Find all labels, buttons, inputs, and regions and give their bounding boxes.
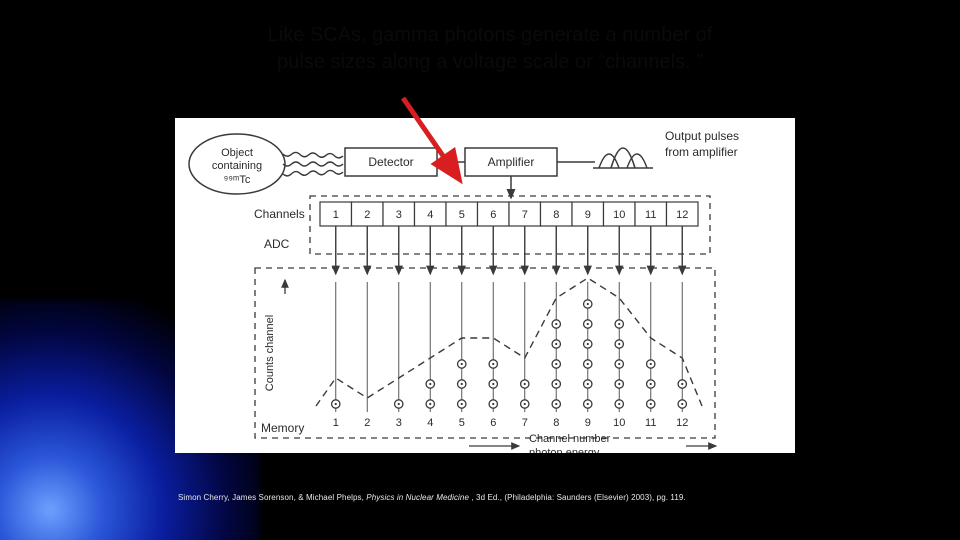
title-line-2: pulse sizes along a voltage scale or “ch… (170, 49, 810, 76)
svg-text:Channels: Channels (254, 207, 305, 221)
svg-text:5: 5 (459, 209, 465, 221)
svg-text:6: 6 (490, 209, 496, 221)
svg-text:ADC: ADC (264, 237, 290, 251)
svg-text:containing: containing (212, 160, 262, 172)
diagram-figure: Objectcontaining ⁹⁹ᵐTc Detector Amplifier Ou… (175, 118, 795, 453)
svg-text:10: 10 (613, 417, 625, 429)
svg-text:6: 6 (490, 417, 496, 429)
svg-text:Amplifier: Amplifier (488, 155, 535, 169)
svg-text:4: 4 (427, 209, 433, 221)
svg-text:1: 1 (333, 209, 339, 221)
citation-authors: Simon Cherry, James Sorenson, & Michael … (178, 493, 364, 502)
slide-title: Like SCAs, gamma photons generate a numb… (170, 22, 810, 76)
svg-text:2: 2 (364, 417, 370, 429)
citation-text: Simon Cherry, James Sorenson, & Michael … (178, 493, 686, 502)
title-line-1: Like SCAs, gamma photons generate a numb… (170, 22, 810, 49)
svg-text:8: 8 (553, 209, 559, 221)
svg-text:11: 11 (645, 209, 656, 221)
citation-book: Physics in Nuclear Medicine (366, 493, 469, 502)
svg-text:Memory: Memory (261, 421, 304, 435)
svg-text:5: 5 (459, 417, 465, 429)
svg-text:11: 11 (645, 417, 656, 429)
svg-text:10: 10 (613, 209, 625, 221)
svg-text:4: 4 (427, 417, 433, 429)
svg-text:Counts channel: Counts channel (264, 315, 276, 391)
svg-text:from amplifier: from amplifier (665, 145, 738, 159)
svg-text:12: 12 (676, 209, 688, 221)
svg-text:9: 9 (585, 209, 591, 221)
svg-text:12: 12 (676, 417, 688, 429)
svg-text:8: 8 (553, 417, 559, 429)
svg-text:⁹⁹ᵐTc: ⁹⁹ᵐTc (224, 174, 251, 186)
diagram-svg: Objectcontaining ⁹⁹ᵐTc Detector Amplifier Ou… (175, 118, 795, 453)
svg-text:2: 2 (364, 209, 370, 221)
svg-text:7: 7 (522, 209, 528, 221)
svg-text:7: 7 (522, 417, 528, 429)
svg-text:Channel number: Channel number (529, 433, 611, 445)
svg-text:photon energy: photon energy (529, 447, 600, 453)
svg-text:9: 9 (585, 417, 591, 429)
citation-rest: , 3d Ed., (Philadelphia: Saunders (Elsev… (471, 493, 685, 502)
svg-text:Detector: Detector (368, 155, 413, 169)
svg-text:Output pulses: Output pulses (665, 129, 739, 143)
svg-text:3: 3 (396, 417, 402, 429)
svg-text:1: 1 (333, 417, 339, 429)
svg-text:Object: Object (221, 147, 253, 159)
svg-text:3: 3 (396, 209, 402, 221)
